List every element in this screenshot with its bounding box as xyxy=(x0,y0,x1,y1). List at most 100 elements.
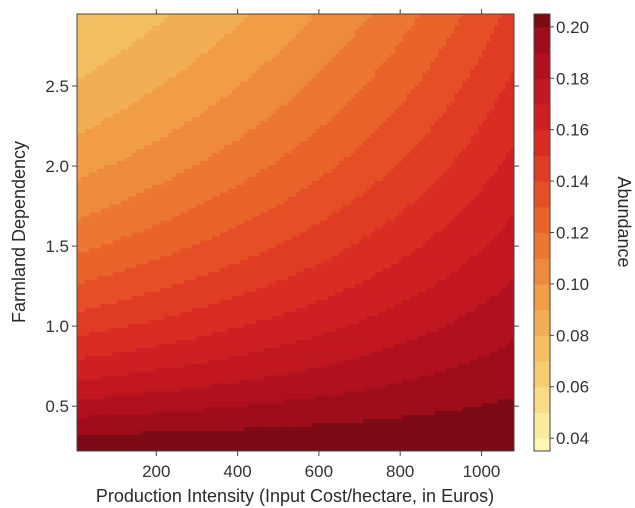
heatmap-cell xyxy=(510,180,514,186)
heatmap-cell xyxy=(339,73,344,79)
heatmap-cell xyxy=(283,33,289,39)
heatmap-cell xyxy=(239,49,245,55)
heatmap-cell xyxy=(494,97,499,102)
heatmap-cell xyxy=(208,168,213,174)
heatmap-cell xyxy=(259,65,265,71)
heatmap-cell xyxy=(422,69,428,75)
heatmap-cell xyxy=(426,65,432,71)
heatmap-cell xyxy=(279,160,285,166)
heatmap-cell xyxy=(279,41,285,47)
heatmap-cell xyxy=(378,137,384,142)
heatmap-cell xyxy=(227,160,233,166)
heatmap-cell xyxy=(299,14,305,19)
heatmap-cell xyxy=(470,180,475,186)
heatmap-cell xyxy=(502,168,507,174)
heatmap-cell xyxy=(259,133,265,138)
heatmap-cell xyxy=(510,21,514,27)
heatmap-cell xyxy=(80,29,86,35)
heatmap-cell xyxy=(267,157,273,162)
heatmap-cell xyxy=(128,97,134,102)
heatmap-cell xyxy=(343,97,348,102)
heatmap-cell xyxy=(152,133,158,138)
heatmap-cell xyxy=(394,168,400,174)
heatmap-cell xyxy=(180,129,185,134)
heatmap-cell xyxy=(482,49,487,55)
heatmap-cell xyxy=(223,192,229,198)
heatmap-cell xyxy=(450,37,456,43)
heatmap-cell xyxy=(220,117,225,122)
heatmap-cell xyxy=(315,180,320,186)
heatmap-cell xyxy=(84,33,90,39)
heatmap-cell xyxy=(172,172,177,178)
heatmap-cell xyxy=(355,97,360,102)
heatmap-cell xyxy=(454,57,459,63)
heatmap-cell xyxy=(180,85,185,91)
heatmap-cell xyxy=(502,172,507,178)
heatmap-cell xyxy=(370,141,376,146)
heatmap-cell xyxy=(156,41,162,47)
heatmap-cell xyxy=(382,133,388,138)
heatmap-cell xyxy=(208,133,213,138)
heatmap-cell xyxy=(470,113,475,118)
heatmap-cell xyxy=(378,61,384,67)
heatmap-cell xyxy=(227,37,233,43)
heatmap-cell xyxy=(319,73,324,79)
heatmap-cell xyxy=(243,61,249,67)
heatmap-cell xyxy=(494,176,499,182)
heatmap-cell xyxy=(327,168,332,174)
heatmap-cell xyxy=(410,149,416,154)
heatmap-cell xyxy=(176,73,181,79)
heatmap-cell xyxy=(398,73,404,79)
heatmap-cell xyxy=(474,164,479,170)
heatmap-cell xyxy=(168,17,173,23)
heatmap-cell xyxy=(239,97,245,102)
heatmap-cell xyxy=(319,21,324,27)
heatmap-cell xyxy=(231,81,237,87)
heatmap-cell xyxy=(148,49,154,55)
heatmap-cell xyxy=(430,145,436,150)
heatmap-cell xyxy=(442,168,448,174)
heatmap-cell xyxy=(104,180,110,186)
heatmap-cell xyxy=(446,77,452,83)
heatmap-cell xyxy=(367,61,372,67)
heatmap-cell xyxy=(227,168,233,174)
heatmap-cell xyxy=(216,121,221,126)
heatmap-cell xyxy=(160,121,165,126)
heatmap-cell xyxy=(235,41,241,47)
heatmap-cell xyxy=(470,41,475,47)
heatmap-cell xyxy=(303,49,309,55)
heatmap-cell xyxy=(184,117,189,122)
heatmap-cell xyxy=(271,41,277,47)
heatmap-cell xyxy=(315,57,320,63)
heatmap-cell xyxy=(77,85,82,91)
heatmap-cell xyxy=(136,184,142,190)
heatmap-cell xyxy=(370,145,376,150)
heatmap-cell xyxy=(478,133,483,138)
heatmap-cell xyxy=(394,57,400,63)
heatmap-cell xyxy=(386,14,392,19)
heatmap-cell xyxy=(478,93,483,99)
heatmap-cell xyxy=(291,117,297,122)
heatmap-cell xyxy=(263,121,269,126)
heatmap-cell xyxy=(100,168,106,174)
heatmap-cell xyxy=(319,37,324,43)
heatmap-cell xyxy=(196,184,201,190)
heatmap-cell xyxy=(128,14,134,19)
heatmap-cell xyxy=(92,41,98,47)
heatmap-cell xyxy=(220,21,225,27)
heatmap-cell xyxy=(378,153,384,158)
heatmap-cell xyxy=(498,172,503,178)
heatmap-cell xyxy=(450,188,456,194)
heatmap-cell xyxy=(92,133,98,138)
heatmap-cell xyxy=(498,137,503,142)
heatmap-cell xyxy=(132,81,138,87)
heatmap-cell xyxy=(227,105,233,110)
heatmap-cell xyxy=(398,29,404,35)
heatmap-cell xyxy=(255,61,261,67)
heatmap-cell xyxy=(370,113,376,118)
heatmap-cell xyxy=(160,188,165,194)
heatmap-cell xyxy=(454,137,459,142)
heatmap-cell xyxy=(251,17,257,23)
heatmap-cell xyxy=(347,109,352,114)
heatmap-cell xyxy=(88,153,94,158)
